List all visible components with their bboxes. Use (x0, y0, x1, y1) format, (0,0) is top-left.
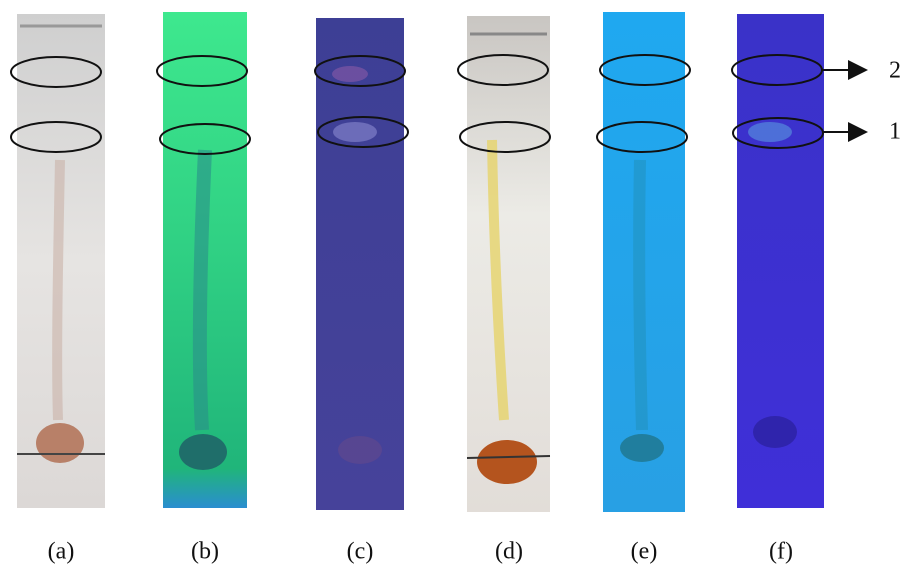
plate-a (17, 14, 105, 508)
panel-label: (a) (48, 539, 75, 565)
panel-label: (d) (495, 539, 523, 565)
band-label: 1 (889, 119, 901, 145)
panel-label: (f) (769, 539, 793, 565)
figure: 2 1 (a) (b) (c) (d) (e) (f) (0, 0, 909, 574)
band-circles (11, 55, 823, 154)
band-label: 2 (889, 58, 901, 84)
panel-label: (e) (631, 539, 658, 565)
plate-f (737, 14, 824, 508)
panel-label: (c) (347, 539, 374, 565)
panel-label: (b) (191, 539, 219, 565)
plate-e (603, 12, 685, 512)
plate-d (467, 16, 550, 512)
plate-c (316, 18, 404, 510)
